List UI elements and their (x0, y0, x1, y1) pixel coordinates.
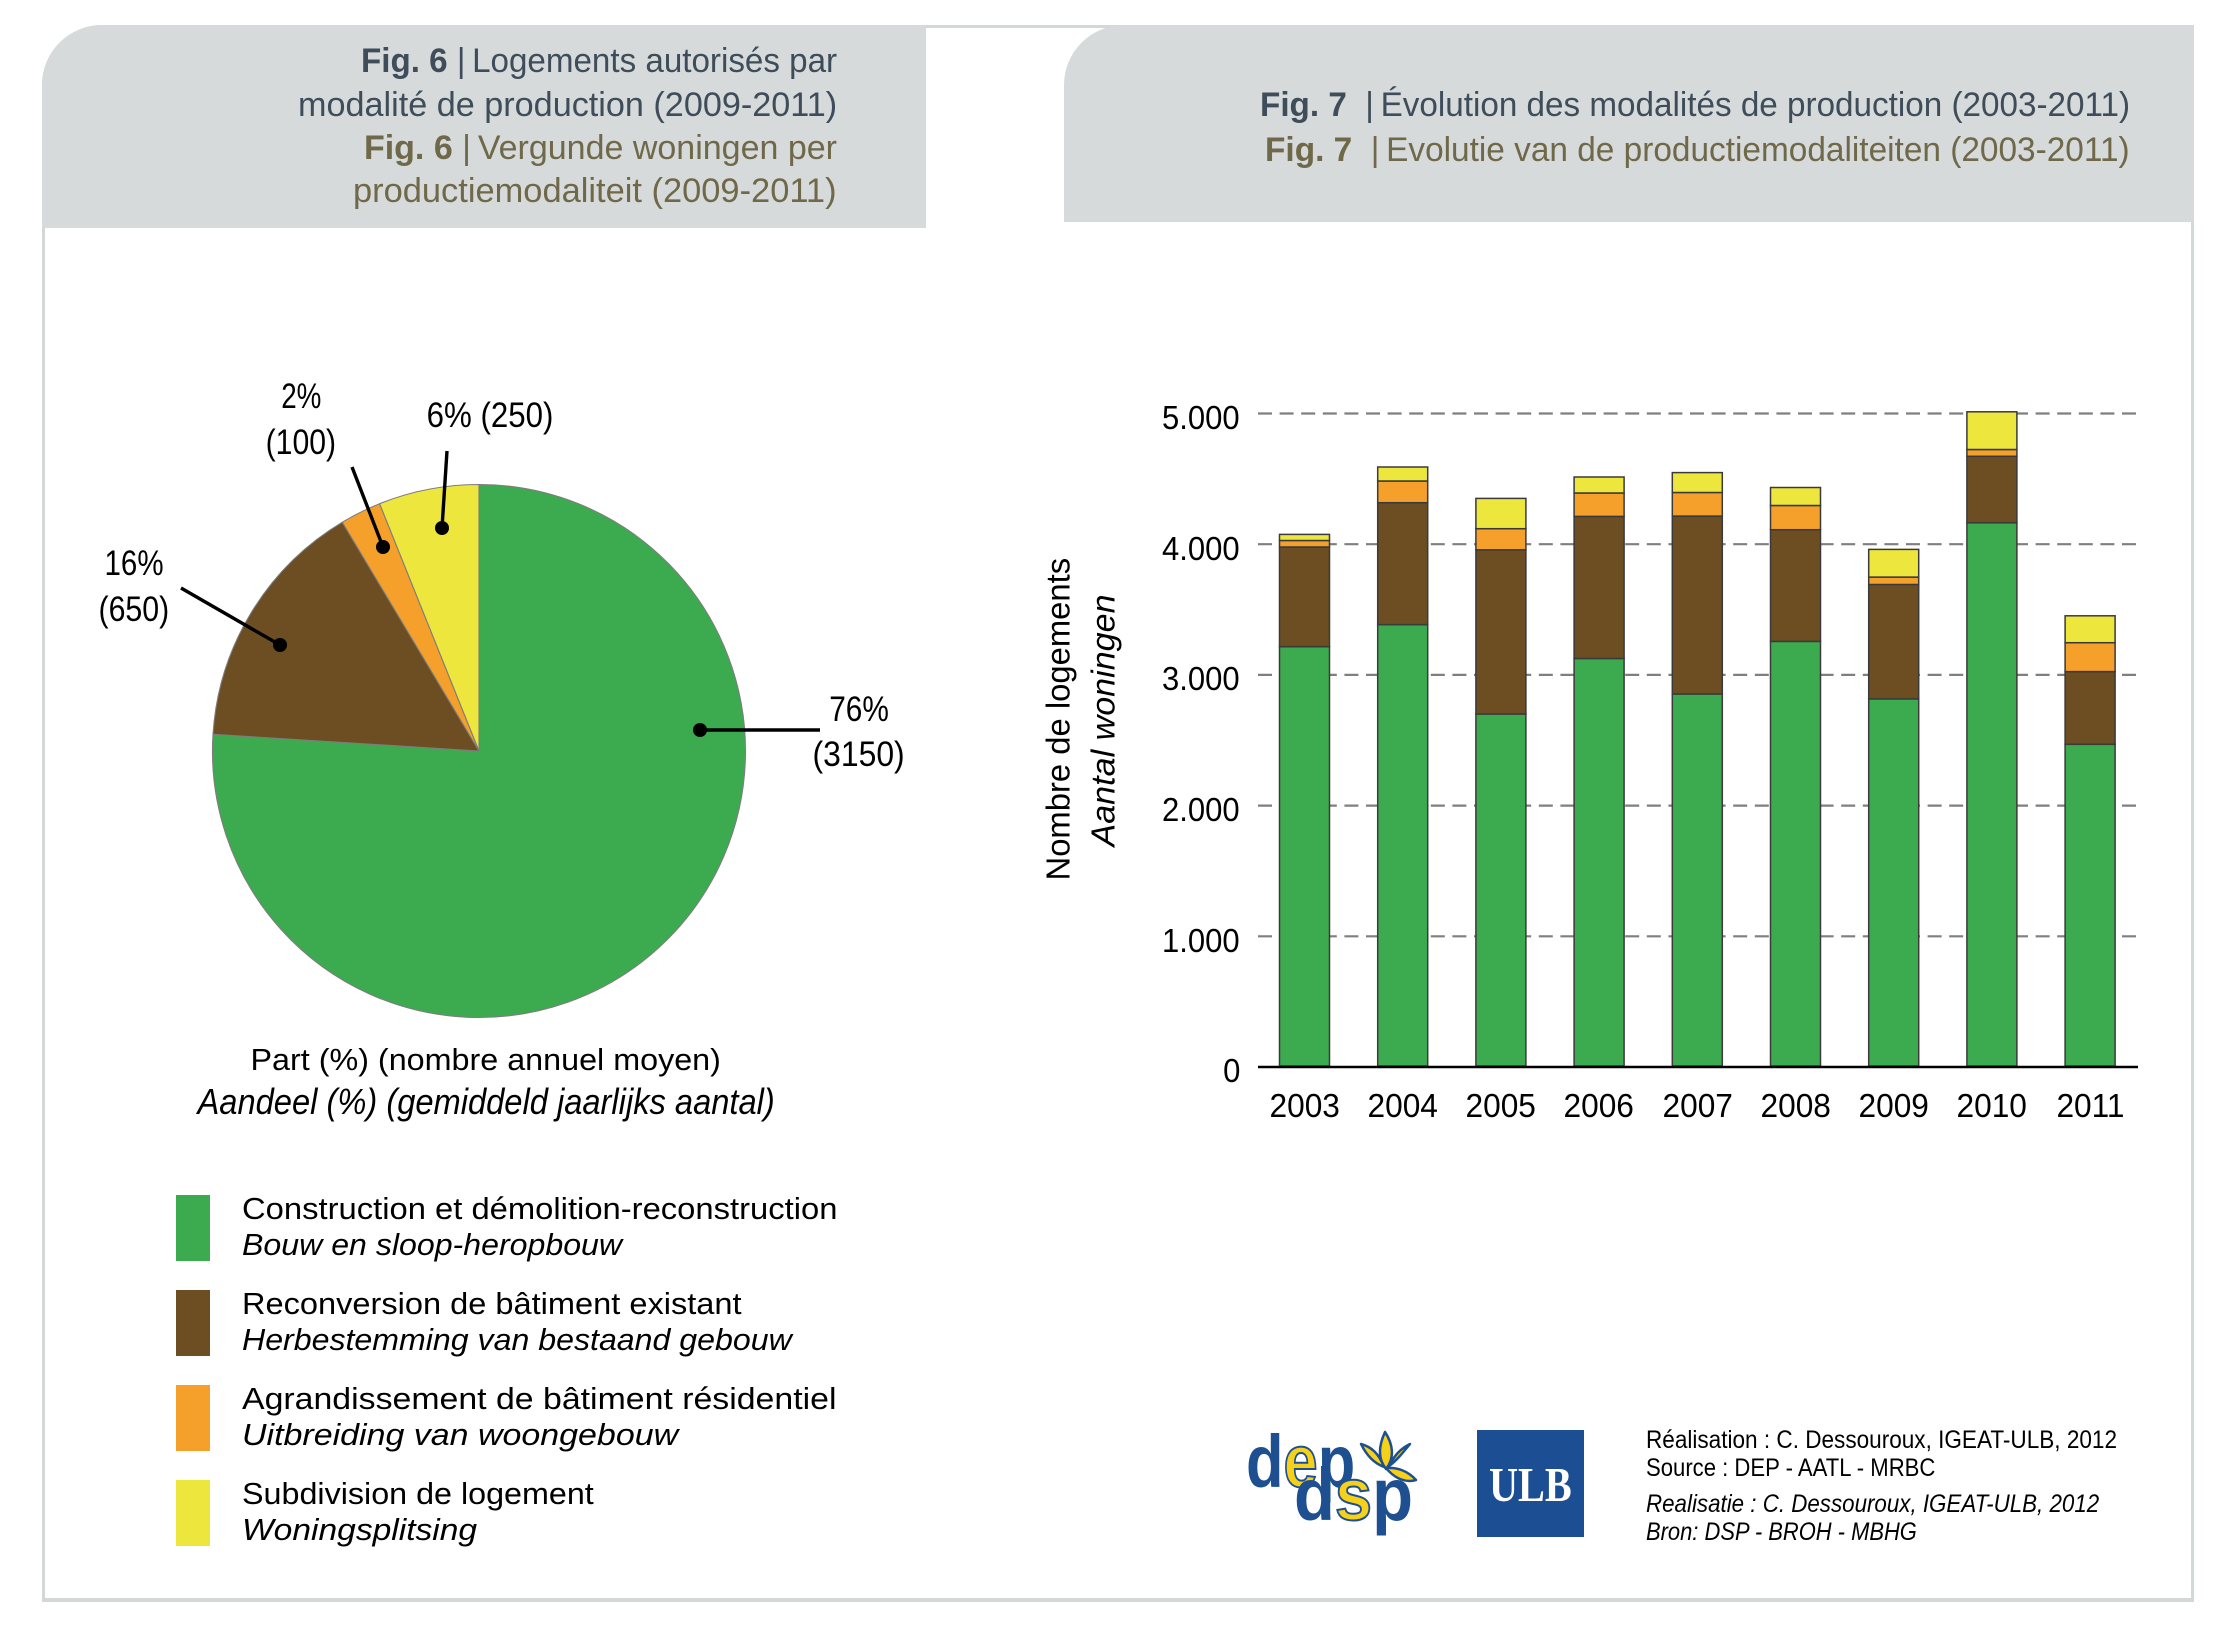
svg-text:dep: dep (1246, 1421, 1355, 1504)
svg-text:dsp: dsp (1294, 1453, 1413, 1536)
